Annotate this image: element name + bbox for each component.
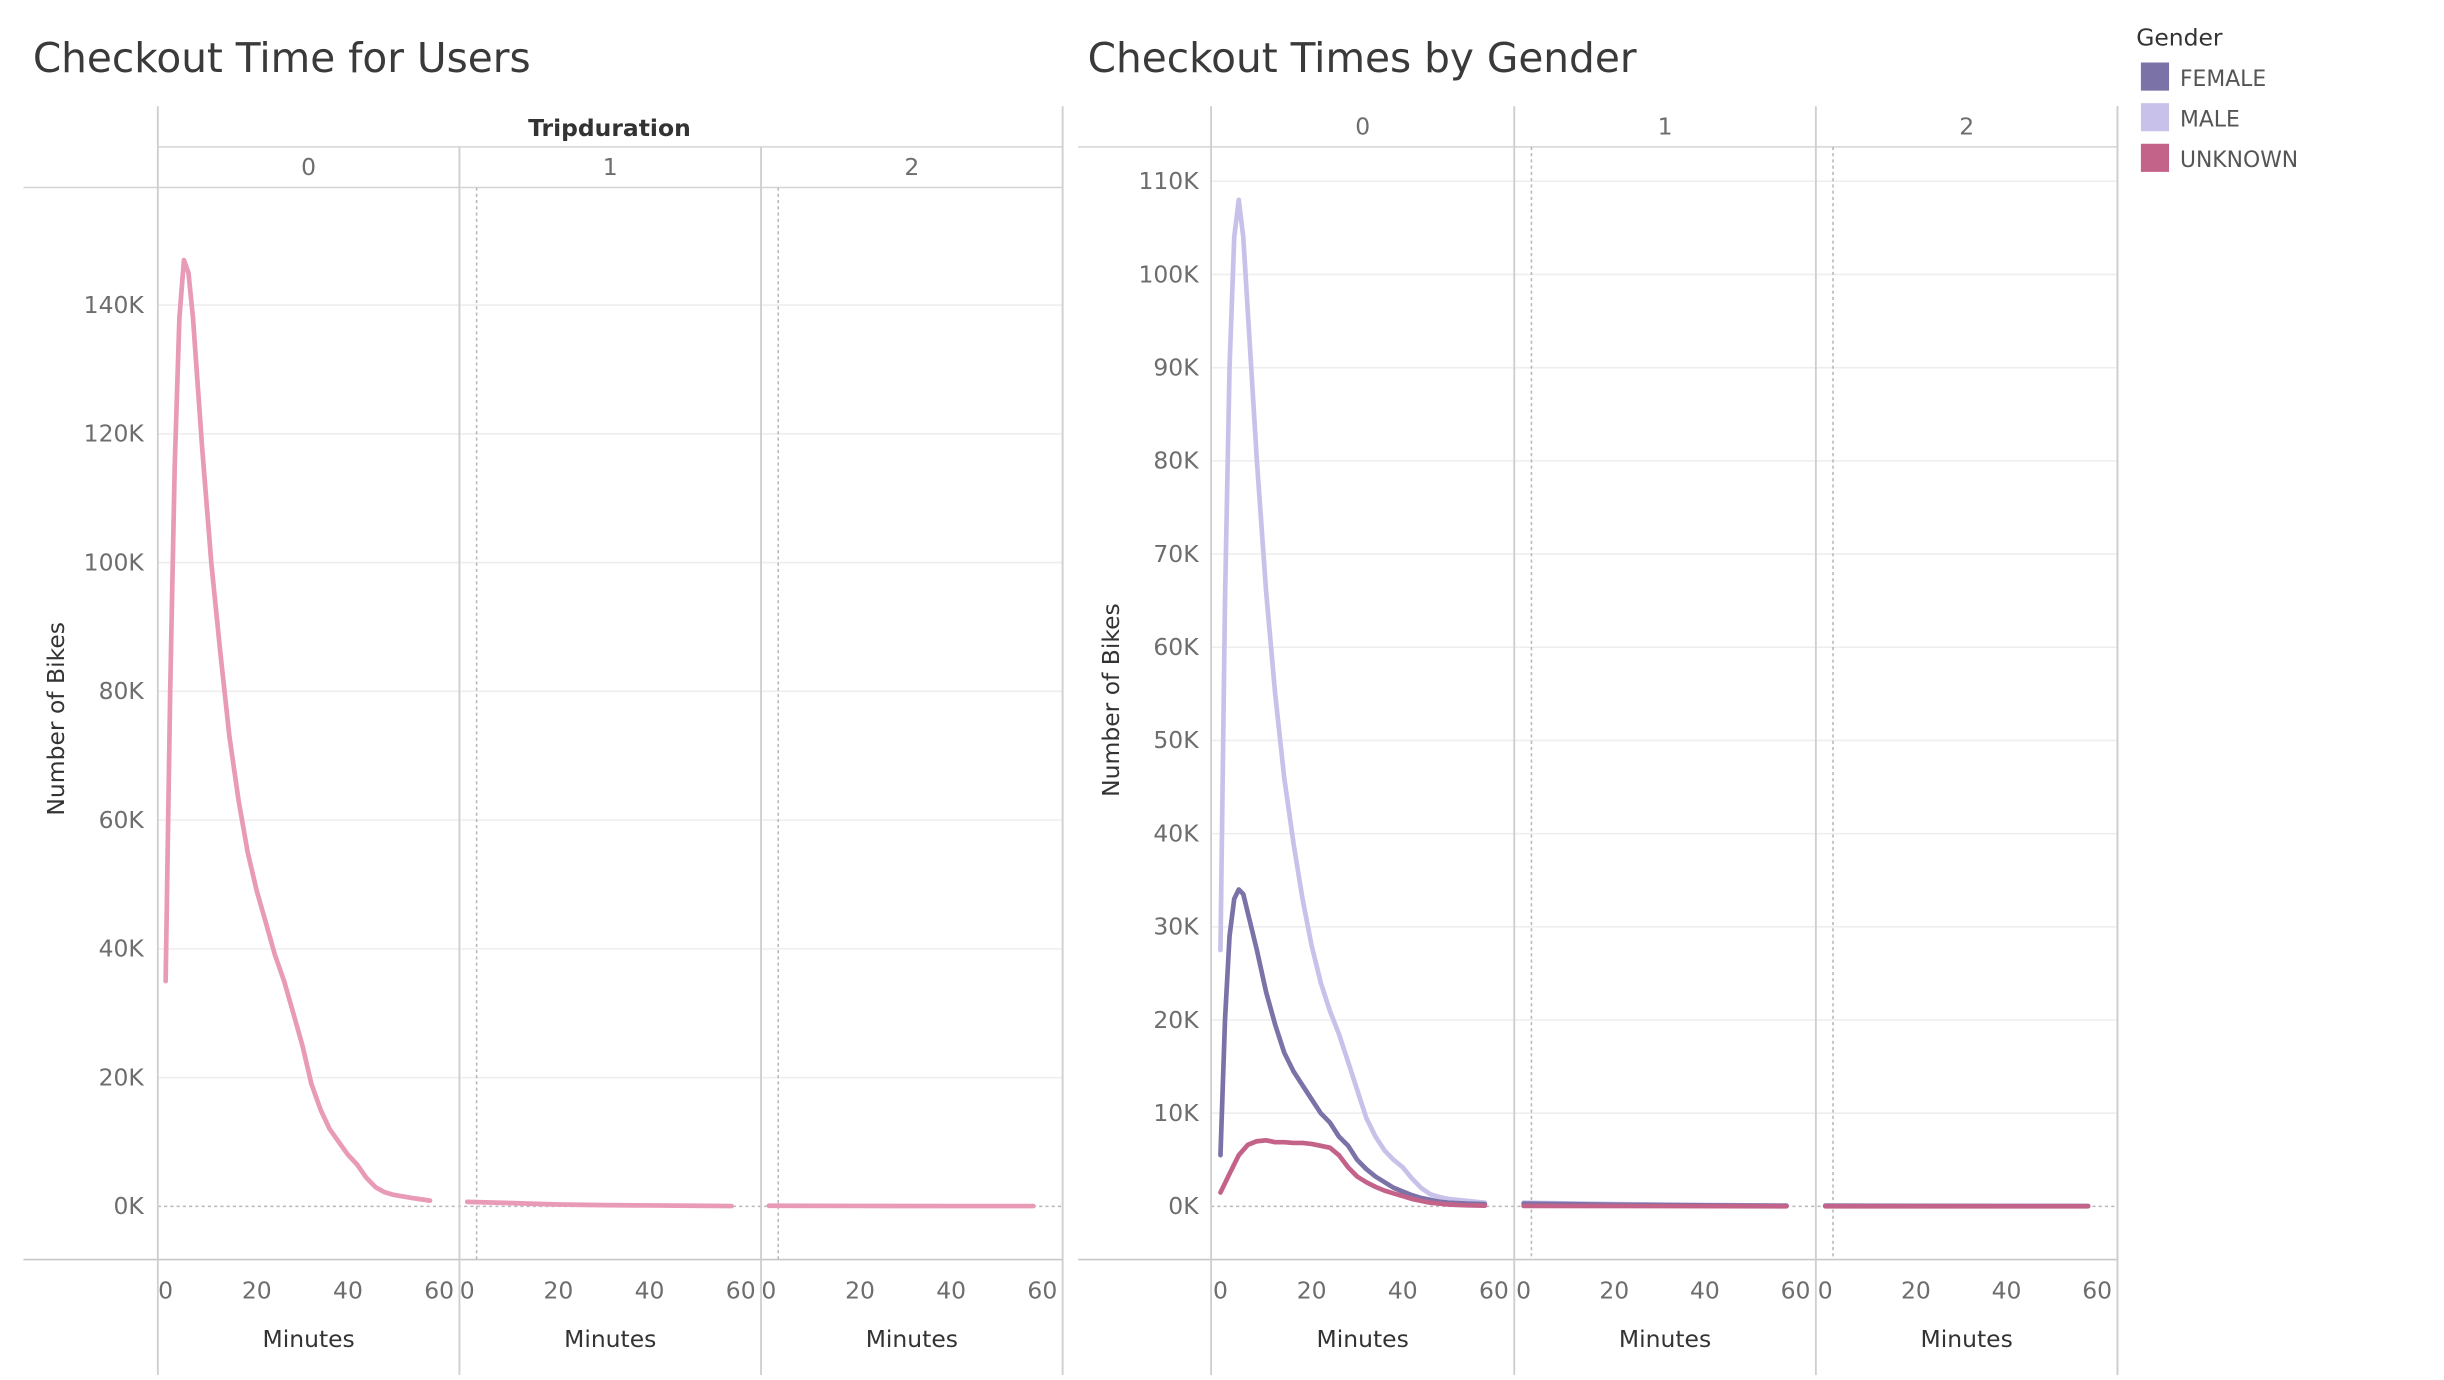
chart-1-x-tick-label: 40 <box>936 1277 966 1305</box>
chart-1-y-tick-label: 120K <box>84 420 145 448</box>
chart-1-title: Checkout Time for Users <box>33 34 531 82</box>
chart-1-x-tick-label: 0 <box>460 1277 475 1305</box>
chart-1-x-tick-label: 0 <box>761 1277 776 1305</box>
chart-1-x-axis-label: Minutes <box>564 1325 656 1353</box>
chart-1-x-tick-label: 40 <box>333 1277 363 1305</box>
chart-marks: FEMALE MALE UNKNOWN <box>163 62 2298 1209</box>
chart-1-y-tick-label: 80K <box>99 677 145 705</box>
chart-2-title: Checkout Times by Gender <box>1088 34 1637 82</box>
chart-2-y-tick-label: 0K <box>1168 1192 1199 1220</box>
chart-2-x-tick-label: 40 <box>1690 1277 1720 1305</box>
chart-2-y-tick-label: 60K <box>1153 633 1199 661</box>
chart-1-y-tick-label: 0K <box>113 1192 144 1220</box>
chart-2-series-line-male <box>1218 197 1488 1205</box>
chart-2-x-tick-label: 20 <box>1297 1277 1327 1305</box>
chart-1-x-tick-label: 60 <box>1027 1277 1057 1305</box>
chart-2-x-tick-label: 60 <box>1781 1277 1811 1305</box>
chart-2-x-tick-label: 20 <box>1901 1277 1931 1305</box>
chart-1-series-line <box>163 257 433 1203</box>
chart-2-x-tick-label: 0 <box>1213 1277 1228 1305</box>
chart-1-x-tick-label: 40 <box>635 1277 665 1305</box>
chart-1-y-tick-label: 100K <box>84 548 145 576</box>
chart-2-y-tick-label: 70K <box>1153 540 1199 568</box>
chart-2-panel-header: 1 <box>1658 112 1673 140</box>
chart-2-panel-header: 0 <box>1355 112 1370 140</box>
legend-swatch <box>2140 103 2170 132</box>
chart-2-y-tick-label: 10K <box>1153 1099 1199 1127</box>
chart-2-y-tick-label: 90K <box>1153 353 1199 381</box>
legend-item-label: MALE <box>2180 108 2240 133</box>
chart-2-x-tick-label: 0 <box>1516 1277 1531 1305</box>
chart-1-y-tick-label: 140K <box>84 291 145 319</box>
legend-item-label: UNKNOWN <box>2180 148 2298 173</box>
chart-1-y-tick-label: 60K <box>99 806 145 834</box>
chart-1-y-tick-label: 40K <box>99 935 145 963</box>
legend-swatch <box>2140 62 2170 91</box>
chart-1-x-axis-label: Minutes <box>866 1325 958 1353</box>
legend-item-label: FEMALE <box>2180 67 2266 92</box>
chart-1-panel-header: 2 <box>904 153 919 181</box>
chart-2-panel-header: 2 <box>1959 112 1974 140</box>
chart-2-series-line-female <box>1218 887 1488 1207</box>
chart-1-series-line <box>464 1199 735 1209</box>
chart-2-x-axis-label: Minutes <box>1921 1325 2013 1353</box>
chart-2-x-tick-label: 60 <box>2082 1277 2112 1305</box>
chart-1-panel-header: 0 <box>301 153 316 181</box>
chart-2-y-tick-label: 100K <box>1138 260 1199 288</box>
chart-2-x-tick-label: 40 <box>1388 1277 1418 1305</box>
chart-2-y-axis-label: Number of Bikes <box>1097 603 1125 797</box>
chart-1-x-tick-label: 60 <box>424 1277 454 1305</box>
chart-2-y-tick-label: 30K <box>1153 913 1199 941</box>
chart-1-panel-header: 1 <box>603 153 618 181</box>
chart-2-x-tick-label: 20 <box>1599 1277 1629 1305</box>
chart-1-x-tick-label: 20 <box>242 1277 272 1305</box>
chart-1-x-tick-label: 20 <box>845 1277 875 1305</box>
chart-2-y-tick-label: 20K <box>1153 1006 1199 1034</box>
chart-2-x-tick-label: 0 <box>1818 1277 1833 1305</box>
chart-1-x-tick-label: 60 <box>726 1277 756 1305</box>
chart-2-x-tick-label: 60 <box>1479 1277 1509 1305</box>
chart-2-y-tick-label: 80K <box>1153 447 1199 475</box>
chart-1-x-axis-label: Minutes <box>263 1325 355 1353</box>
chart-1-column-header: Tripduration <box>528 114 691 142</box>
chart-2-x-axis-label: Minutes <box>1619 1325 1711 1353</box>
chart-1-x-tick-label: 20 <box>543 1277 573 1305</box>
chart-1-y-tick-label: 20K <box>99 1063 145 1091</box>
chart-1-y-axis-label: Number of Bikes <box>42 622 70 816</box>
chart-2-x-axis-label: Minutes <box>1317 1325 1409 1353</box>
chart-2-y-tick-label: 50K <box>1153 726 1199 754</box>
chart-2-series-line-unknown <box>1218 1137 1488 1208</box>
chart-2-y-tick-label: 110K <box>1138 167 1199 195</box>
chart-1-x-tick-label: 0 <box>158 1277 173 1305</box>
legend-swatch <box>2140 143 2170 172</box>
chart-2-y-tick-label: 40K <box>1153 819 1199 847</box>
chart-2-x-tick-label: 40 <box>1992 1277 2022 1305</box>
legend-title: Gender <box>2136 23 2223 51</box>
